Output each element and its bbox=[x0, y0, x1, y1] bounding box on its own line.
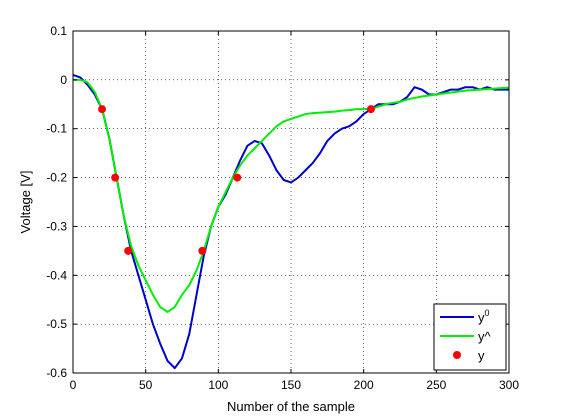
grid-lines bbox=[73, 31, 509, 373]
y-axis-label: Voltage [V] bbox=[18, 171, 33, 234]
x-tick-label: 300 bbox=[499, 378, 519, 392]
data-point bbox=[366, 105, 375, 114]
y-tick-label: -0.5 bbox=[46, 317, 67, 331]
axis-ticks: 0 50 100 150 200 250 300 0.1 0 -0.1 -0.2 -0.3 -0.4 -0… bbox=[46, 24, 519, 392]
x-tick-label: 250 bbox=[426, 378, 446, 392]
y-tick-label: -0.6 bbox=[46, 366, 67, 380]
y-tick-label: 0.1 bbox=[50, 24, 67, 38]
y-tick-label: -0.4 bbox=[46, 268, 67, 282]
y-tick-label: -0.3 bbox=[46, 219, 67, 233]
x-tick-label: 50 bbox=[139, 378, 153, 392]
series-line-1 bbox=[73, 78, 510, 313]
x-tick-label: 200 bbox=[354, 378, 374, 392]
legend-label: y bbox=[478, 348, 485, 363]
legend-swatch bbox=[453, 351, 461, 359]
data-point bbox=[124, 246, 133, 255]
data-point bbox=[233, 173, 242, 182]
y-tick-label: -0.1 bbox=[46, 122, 67, 136]
x-tick-label: 150 bbox=[281, 378, 301, 392]
data-point bbox=[98, 105, 107, 114]
data-point bbox=[198, 246, 207, 255]
data-point bbox=[111, 173, 120, 182]
x-tick-label: 100 bbox=[208, 378, 228, 392]
legend-label: y0 bbox=[478, 308, 490, 325]
series-layer bbox=[72, 74, 510, 370]
legend-label: y^ bbox=[478, 329, 492, 344]
y-tick-label: 0 bbox=[60, 73, 67, 87]
y-tick-label: -0.2 bbox=[46, 171, 67, 185]
x-axis-label: Number of the sample bbox=[227, 399, 355, 414]
legend-label-superscript: 0 bbox=[485, 308, 490, 318]
x-tick-label: 0 bbox=[70, 378, 77, 392]
legend: y0 y^ y bbox=[433, 303, 507, 371]
